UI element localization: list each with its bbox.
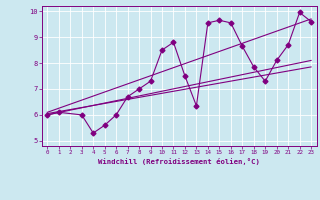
X-axis label: Windchill (Refroidissement éolien,°C): Windchill (Refroidissement éolien,°C) bbox=[98, 158, 260, 165]
